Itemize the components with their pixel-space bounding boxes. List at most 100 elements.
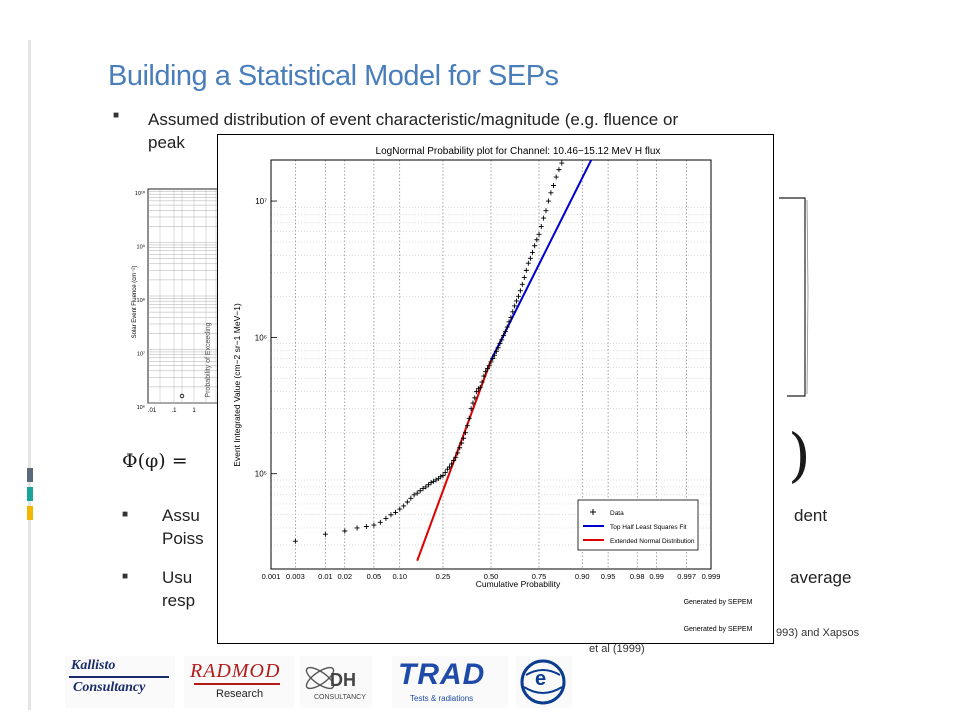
data-point — [515, 293, 521, 299]
data-point — [548, 190, 554, 196]
data-point — [521, 274, 527, 280]
plot-ytick-label: 10⁶ — [255, 333, 267, 342]
dh-logo-line1: DH — [330, 670, 356, 690]
chart-xlabel: Cumulative Probability — [476, 579, 561, 589]
bullet-text-3: Usu — [162, 568, 193, 587]
data-point — [455, 450, 461, 456]
data-point — [499, 337, 505, 343]
overlay-footer: Generated by SEPEM — [684, 626, 753, 633]
plot-xtick-label: 0.98 — [630, 572, 645, 581]
radmod-logo: RADMOD Research — [184, 656, 294, 708]
legend-marker-data — [590, 509, 596, 515]
data-point — [493, 348, 499, 354]
data-point — [363, 523, 369, 529]
background-chart: Solar Event Fluence (cm⁻²) Probability o… — [132, 188, 228, 414]
data-point — [559, 160, 565, 166]
background-chart-ytick: 10¹⁰ — [135, 190, 146, 197]
data-point — [404, 499, 410, 505]
data-point — [497, 341, 503, 347]
data-point — [401, 503, 407, 509]
data-point — [541, 215, 547, 221]
data-point — [514, 298, 520, 304]
data-point — [411, 492, 417, 498]
plot-xtick-label: 0.999 — [702, 572, 721, 581]
bullet-marker: ■ — [122, 571, 129, 582]
data-point — [322, 531, 328, 537]
data-point — [481, 373, 487, 379]
data-point — [354, 525, 360, 531]
data-point — [523, 267, 529, 273]
dh-logo-line2: CONSULTANCY — [314, 694, 366, 701]
data-point — [442, 470, 448, 476]
data-point — [414, 490, 420, 496]
background-chart-right-frame — [779, 197, 809, 397]
equation-paren: ) — [788, 421, 811, 489]
bullet-text-1b: peak — [148, 133, 185, 152]
plot-xtick-label: 0.99 — [649, 572, 664, 581]
trad-logo-line2: Tests & radiations — [410, 694, 474, 703]
data-point — [417, 488, 423, 494]
data-point — [371, 522, 377, 528]
esa-logo: e — [516, 656, 572, 708]
bullet-text-1: Assumed distribution of event characteri… — [148, 110, 679, 129]
data-point — [492, 352, 498, 358]
data-point — [388, 512, 394, 518]
data-point — [423, 484, 429, 490]
plot-xtick-label: 0.90 — [575, 572, 590, 581]
dh-logo: DH CONSULTANCY — [300, 656, 372, 708]
data-point — [464, 423, 470, 429]
bullet-text-2b: Poiss — [162, 529, 204, 548]
background-chart-xtick: .1 — [171, 408, 177, 414]
left-rule — [28, 40, 31, 710]
data-point — [292, 538, 298, 544]
data-point — [536, 231, 542, 237]
bullet-text-2: Assu — [162, 506, 200, 525]
data-point — [538, 224, 544, 230]
kallisto-logo-line2: Consultancy — [73, 680, 146, 695]
plot-xtick-label: 0.10 — [392, 572, 407, 581]
data-point — [529, 249, 535, 255]
bullet-marker: ■ — [122, 509, 129, 520]
plot-xtick-label: 0.75 — [532, 572, 547, 581]
data-point — [462, 430, 468, 436]
data-point — [453, 454, 459, 460]
plot-xtick-label: 0.50 — [484, 572, 499, 581]
background-chart-point — [179, 393, 185, 399]
data-point — [508, 314, 514, 320]
radmod-logo-line1: RADMOD — [190, 660, 281, 682]
chart-footer: Generated by SEPEM — [684, 599, 753, 606]
data-point — [519, 281, 525, 287]
data-point — [457, 445, 463, 451]
plot-xtick-label: 0.001 — [262, 572, 281, 581]
plot-frame — [270, 159, 712, 570]
trad-logo-line1: TRAD — [398, 658, 486, 691]
legend-label: Data — [610, 510, 624, 517]
plot-ytick-label: 10⁷ — [255, 197, 267, 206]
data-point — [532, 243, 538, 249]
data-point — [451, 457, 457, 463]
slide-title: Building a Statistical Model for SEPs — [108, 60, 559, 92]
dh-atom-icon — [305, 666, 335, 690]
background-chart-xtick: .01 — [148, 408, 157, 414]
data-point — [495, 345, 501, 351]
equation-fragment: Φ(φ) = — [122, 450, 188, 472]
data-point — [517, 288, 523, 294]
accent-block-yellow — [27, 506, 33, 520]
data-point — [397, 506, 403, 512]
plot-ytick-label: 10⁵ — [255, 470, 267, 479]
background-chart-ylabel: Solar Event Fluence (cm⁻²) — [132, 266, 138, 339]
legend-label: Top Half Least Squares Fit — [610, 524, 687, 531]
data-point — [408, 495, 414, 501]
plot-xtick-label: 0.01 — [318, 572, 333, 581]
data-point — [484, 366, 490, 372]
data-point — [490, 355, 496, 361]
data-point — [512, 303, 518, 309]
data-point — [550, 183, 556, 189]
esa-globe-icon — [520, 659, 566, 705]
data-point — [479, 379, 485, 385]
data-point — [459, 440, 465, 446]
data-point — [447, 464, 453, 470]
data-point — [428, 480, 434, 486]
data-point — [488, 359, 494, 365]
data-point — [545, 198, 551, 204]
